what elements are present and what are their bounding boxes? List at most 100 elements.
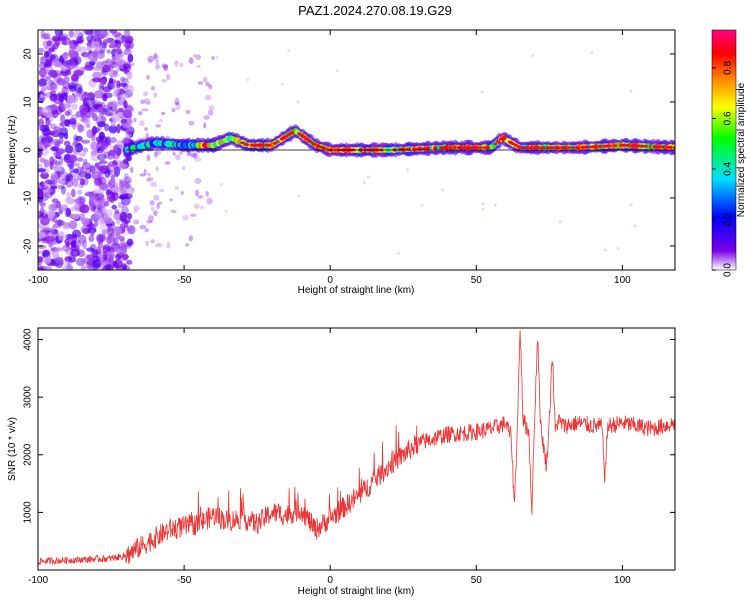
heatmap-cell: [45, 76, 52, 81]
heatmap-cell: [111, 204, 117, 210]
snr-x-ticks: -100 -50 0 50 100: [28, 328, 631, 586]
heatmap-cell: [109, 61, 118, 69]
heatmap-cell: [116, 167, 122, 172]
heatmap-cell: [208, 84, 213, 90]
heatmap-cell: [54, 203, 59, 209]
heatmap-cell: [113, 236, 119, 246]
spectrogram-y-ticks: -20 -10 0 10 20: [23, 48, 675, 253]
heatmap-cell: [90, 228, 95, 237]
heatmap-cell: [77, 124, 84, 133]
heatmap-cell: [49, 93, 58, 102]
heatmap-cell: [83, 91, 88, 97]
y-tick-label: 10: [23, 96, 34, 108]
heatmap-cell: [124, 200, 129, 205]
colorbar-gradient: [711, 29, 737, 271]
heatmap-cell: [43, 140, 48, 150]
heatmap-cell: [104, 169, 111, 179]
heatmap-cell: [147, 55, 155, 63]
heatmap-cell: [104, 38, 111, 45]
heatmap-cell: [62, 266, 72, 270]
heatmap-cell: [89, 60, 96, 66]
ridge-peak: [301, 135, 307, 139]
heatmap-cell: [65, 60, 73, 66]
heatmap-cell: [174, 97, 180, 105]
heatmap-cell: [110, 178, 115, 186]
heatmap-cell: [194, 177, 202, 184]
heatmap-cell: [102, 39, 108, 45]
y-tick-label: 1000: [23, 501, 34, 524]
heatmap-cell: [119, 180, 124, 190]
heatmap-cell: [118, 195, 127, 200]
x-tick-label: 0: [327, 575, 333, 586]
heatmap-cell: [146, 173, 152, 177]
heatmap-cell: [109, 73, 120, 78]
heatmap-cell: [48, 210, 56, 218]
heatmap-cell: [113, 169, 121, 177]
y-tick-label: 0: [23, 147, 34, 153]
heatmap-cell: [86, 129, 94, 139]
heatmap-cell: [96, 233, 106, 243]
heatmap-cell: [125, 118, 133, 125]
heatmap-cell: [127, 213, 132, 220]
heatmap-cell: [104, 112, 114, 117]
heatmap-cell: [49, 156, 55, 166]
heatmap-cell: [194, 189, 200, 197]
heatmap-cell: [51, 70, 58, 78]
heatmap-cell: [95, 246, 101, 255]
x-tick-label: 50: [471, 275, 483, 286]
heatmap-cell: [82, 53, 93, 61]
heatmap-cell: [147, 59, 152, 64]
heatmap-cell: [112, 69, 119, 75]
heatmap-cell: [79, 152, 87, 157]
heatmap-cell: [174, 101, 180, 106]
heatmap-cell: [161, 79, 167, 83]
heatmap-cell: [89, 164, 96, 175]
heatmap-cell: [104, 123, 110, 132]
heatmap-cell: [76, 36, 85, 44]
heatmap-cell: [84, 167, 92, 176]
heatmap-cell: [164, 161, 171, 165]
heatmap-cell: [63, 101, 70, 109]
heatmap-cell: [76, 157, 84, 162]
heatmap-cell: [180, 191, 184, 195]
heatmap-cell: [125, 133, 132, 138]
heatmap-cell: [106, 49, 111, 54]
heatmap-cell: [163, 64, 168, 70]
heatmap-cell: [144, 228, 150, 233]
heatmap-cell: [246, 78, 250, 82]
heatmap-cell: [100, 142, 107, 149]
heatmap-cell: [60, 114, 66, 124]
ridge-peak: [541, 146, 546, 150]
heatmap-cell: [68, 220, 78, 230]
heatmap-cell: [99, 113, 104, 119]
heatmap-cell: [205, 190, 209, 197]
heatmap-cell: [100, 196, 107, 201]
spectral-ridge: [122, 124, 675, 158]
heatmap-cell: [65, 173, 74, 182]
heatmap-cell: [42, 209, 48, 216]
heatmap-cell: [76, 44, 81, 53]
heatmap-cell: [129, 186, 135, 194]
ridge-peak: [510, 142, 515, 146]
ridge-peak: [631, 144, 637, 148]
heatmap-cell: [52, 42, 59, 50]
heatmap-cell: [99, 225, 109, 232]
heatmap-cell: [131, 62, 135, 67]
ridge-peak: [672, 146, 675, 149]
heatmap-cell: [64, 110, 71, 117]
ridge-peak: [566, 146, 571, 150]
snr-y-label: SNR (10 * v/v): [7, 417, 18, 481]
heatmap-cell: [98, 49, 105, 54]
heatmap-cell: [198, 195, 204, 199]
heatmap-cell: [60, 204, 69, 211]
heatmap-cell: [175, 154, 181, 161]
heatmap-cell: [38, 210, 44, 219]
heatmap-cell: [179, 62, 184, 68]
heatmap-cell: [82, 147, 89, 153]
heatmap-cell: [45, 83, 51, 91]
x-tick-label: 100: [614, 275, 631, 286]
ridge-peak: [501, 137, 507, 141]
heatmap-cell: [59, 136, 64, 145]
heatmap-cell: [126, 71, 133, 80]
heatmap-cell: [39, 202, 46, 208]
